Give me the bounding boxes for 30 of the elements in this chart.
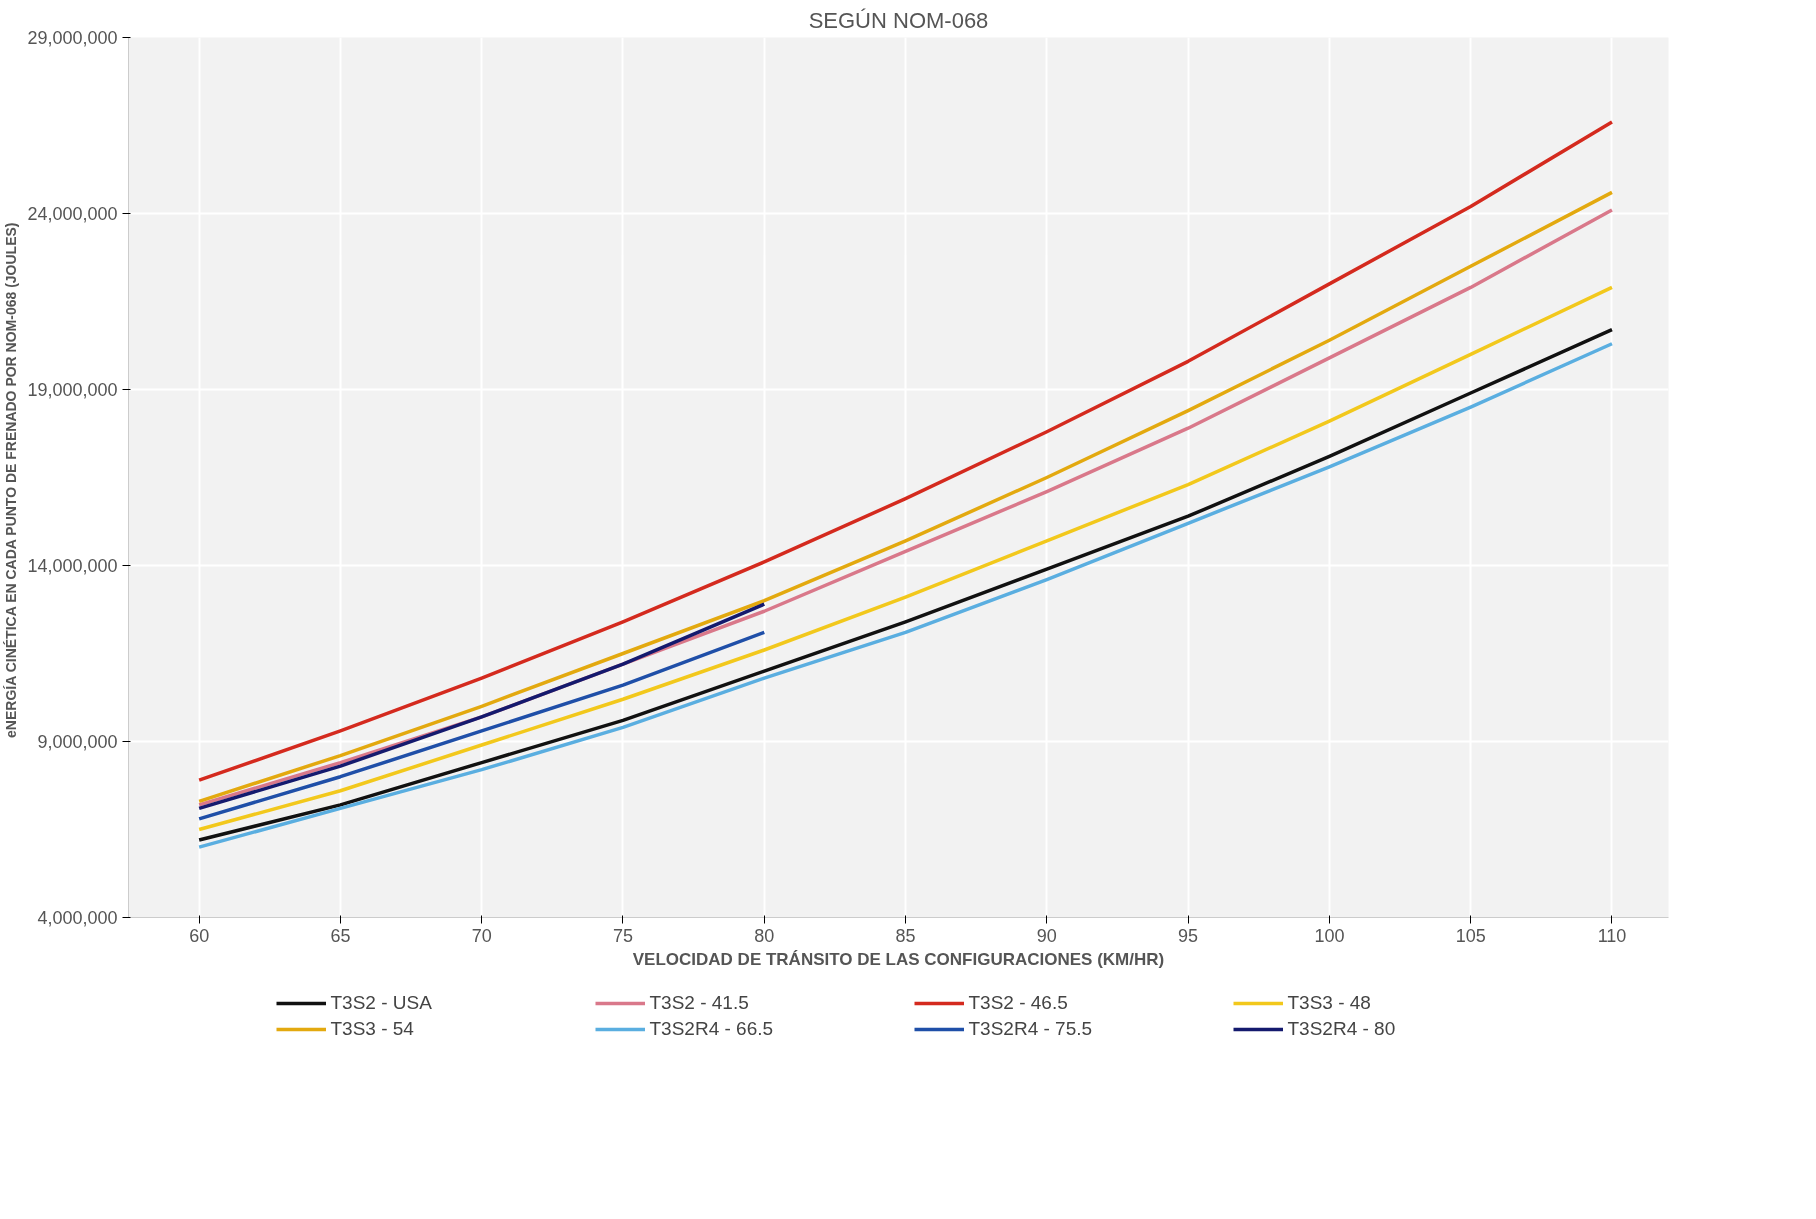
- line-series: [197, 630, 767, 821]
- y-tick-label: 19,000,000: [27, 380, 118, 400]
- line-series: [197, 602, 767, 811]
- legend-label: T3S2 - 41.5: [649, 992, 750, 1014]
- legend-label: T3S2R4 - 66.5: [649, 1018, 775, 1040]
- legend-label: T3S3 - 54: [330, 1018, 415, 1040]
- x-tick-label: 70: [471, 925, 492, 946]
- y-tick-label: 24,000,000: [27, 204, 118, 224]
- x-tick-label: 90: [1036, 925, 1057, 946]
- y-tick-label: 14,000,000: [27, 556, 118, 576]
- legend-label: T3S2R4 - 75.5: [968, 1018, 1094, 1040]
- legend-label: T3S2R4 - 80: [1287, 1018, 1397, 1040]
- x-tick-label: 85: [895, 925, 916, 946]
- chart-title: SEGÚN NOM-068: [808, 7, 989, 33]
- legend-label: T3S2 - 46.5: [968, 992, 1069, 1014]
- x-axis-title: VELOCIDAD DE TRÁNSITO DE LAS CONFIGURACIONES (KM/HR): [632, 949, 1165, 969]
- y-tick-label: 29,000,000: [27, 28, 118, 48]
- y-tick-label: 4,000,000: [37, 908, 118, 928]
- legend-label: T3S3 - 48: [1287, 992, 1372, 1014]
- x-tick-label: 75: [612, 925, 634, 946]
- x-tick-label: 95: [1178, 925, 1199, 946]
- y-axis-title: eNERGÍA CINÉTICA EN CADA PUNTO DE FRENADO POR NOM-068 (JOULES): [3, 222, 20, 738]
- x-tick-label: 65: [330, 925, 351, 946]
- y-tick-label: 9,000,000: [37, 732, 118, 752]
- x-tick-label: 60: [189, 925, 210, 946]
- x-tick-label: 110: [1597, 925, 1627, 946]
- x-tick-label: 100: [1314, 925, 1345, 946]
- x-tick-label: 105: [1455, 925, 1486, 946]
- legend-label: T3S2 - USA: [330, 992, 433, 1014]
- x-tick-label: 80: [754, 925, 775, 946]
